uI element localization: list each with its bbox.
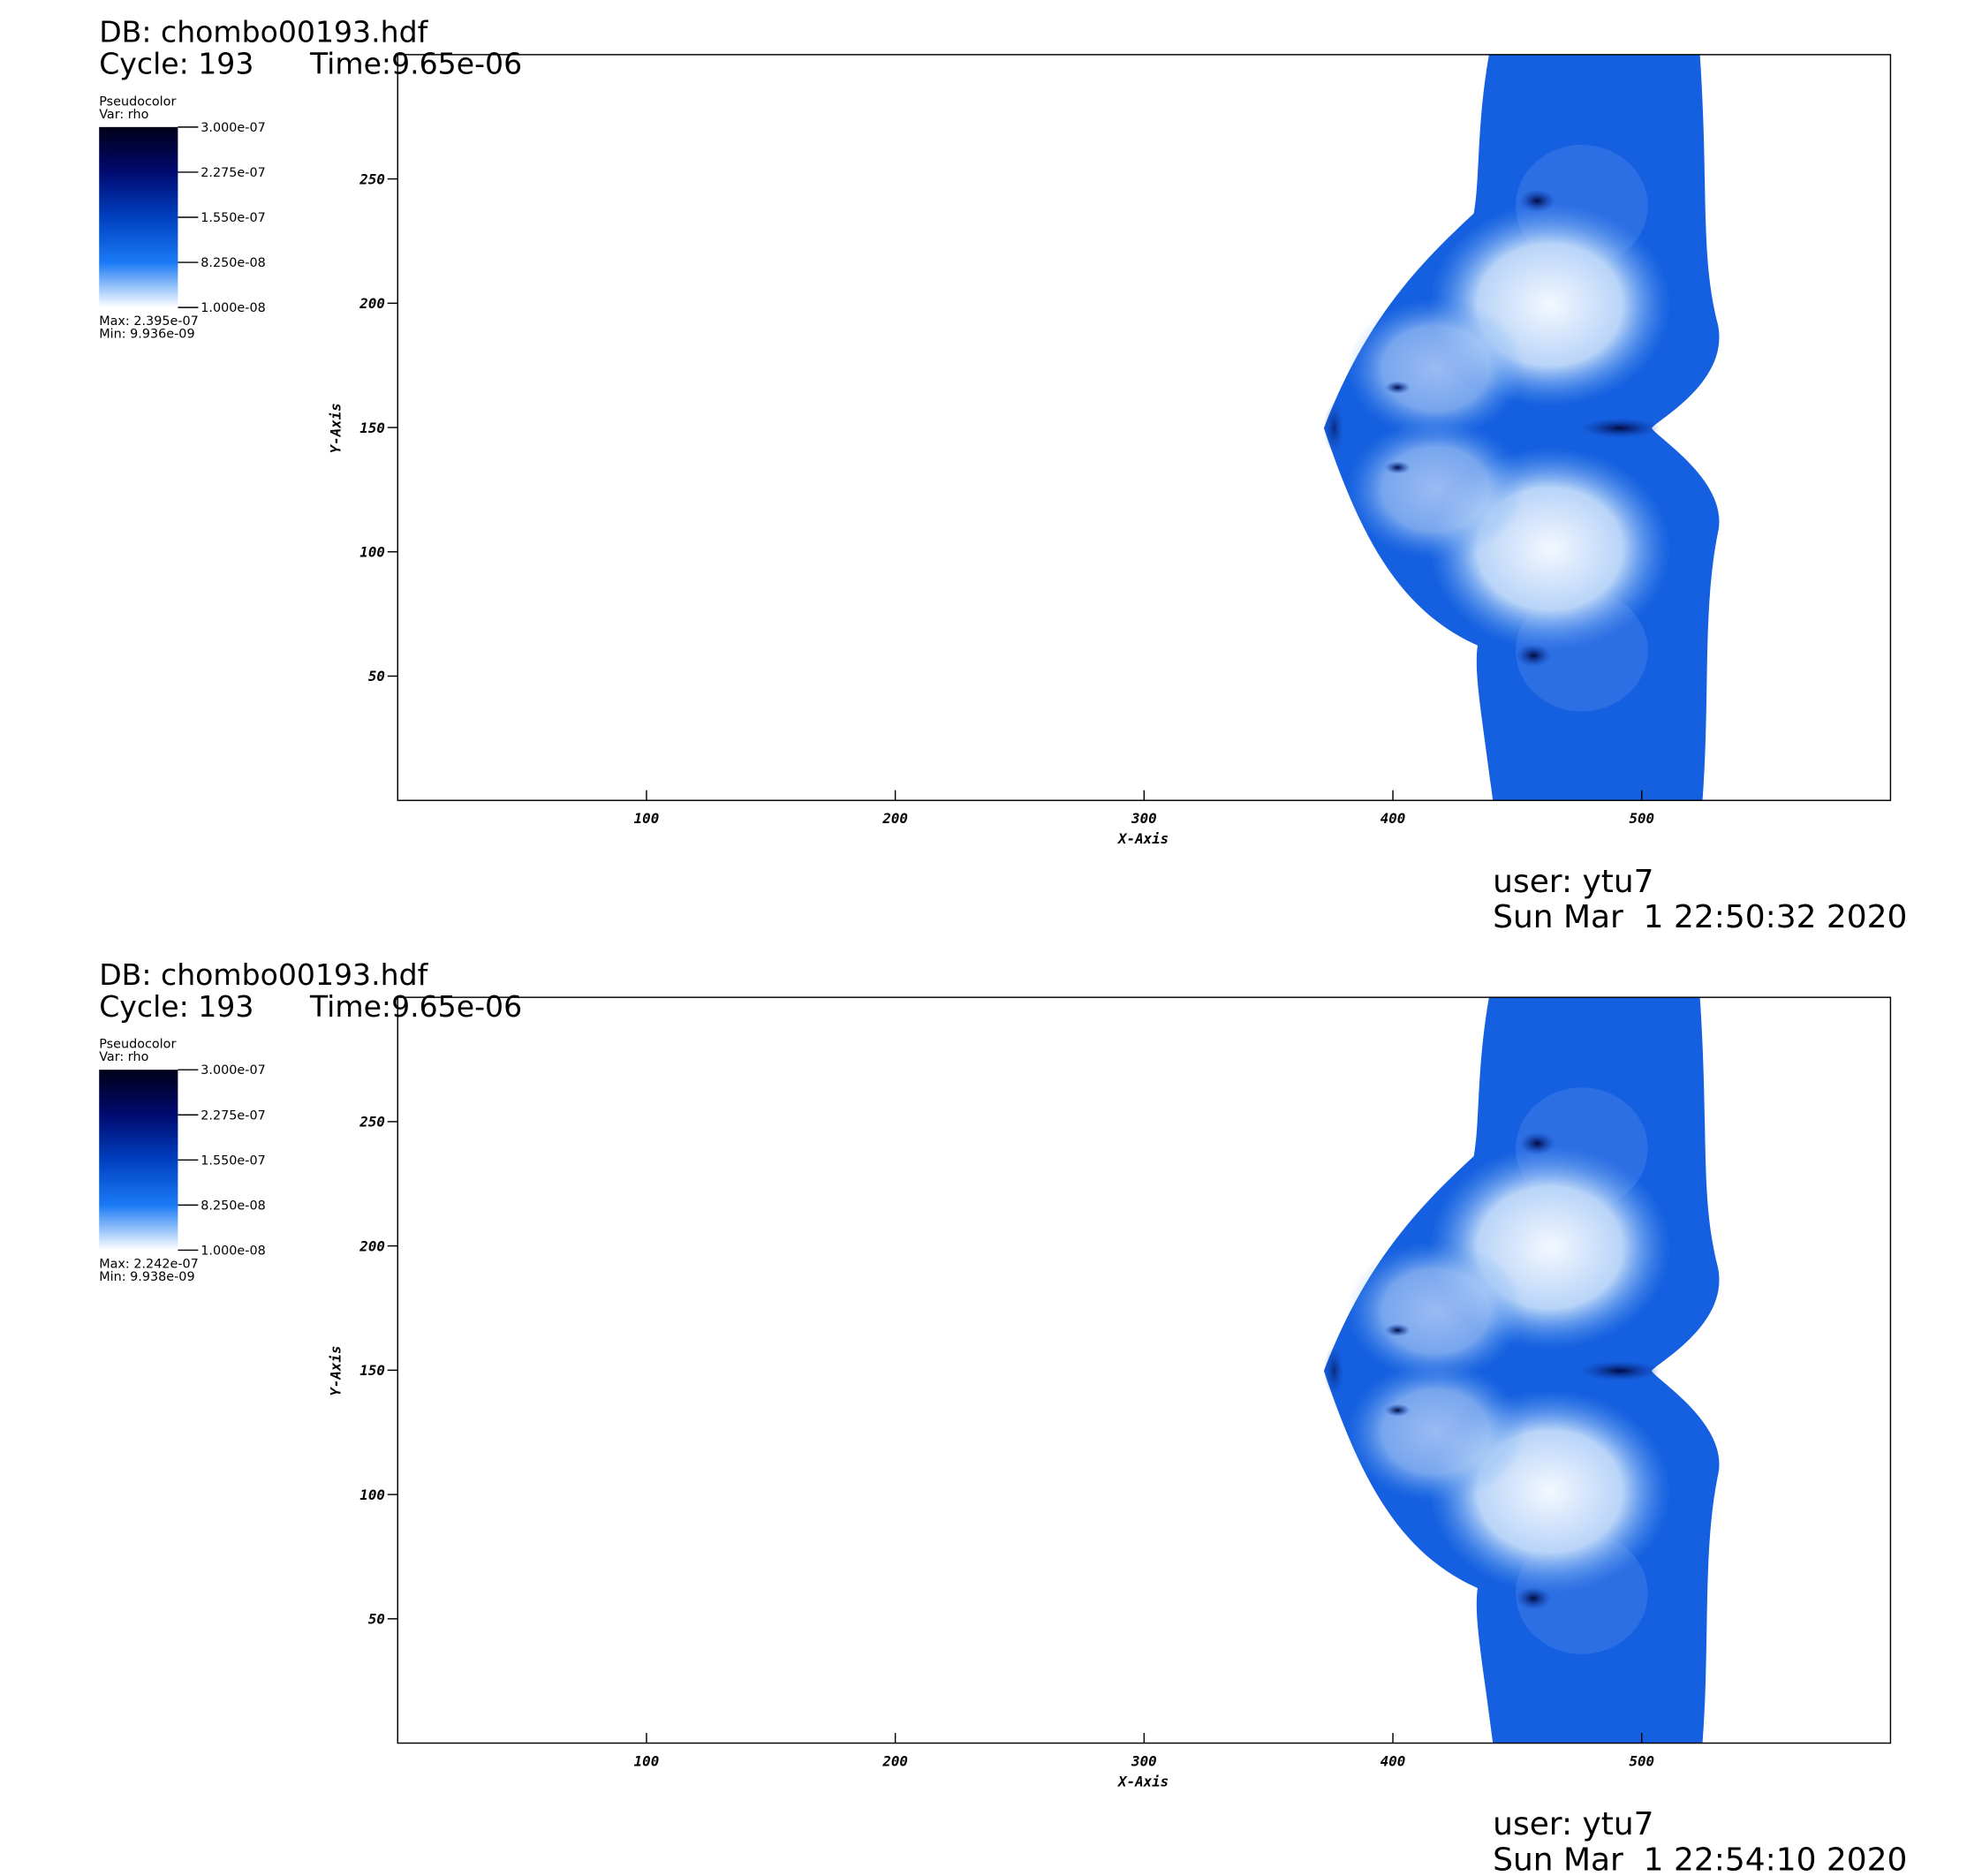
colorbar-tick-label: 1.000e-08	[200, 1244, 265, 1258]
colorbar-tick-label: 2.275e-07	[200, 1108, 265, 1123]
x-tick-label: 300	[1131, 810, 1157, 827]
legend-title: Pseudocolor	[99, 95, 176, 109]
x-tick-label: 300	[1131, 1752, 1157, 1769]
colorbar	[99, 1070, 178, 1251]
colorbar-tick-label: 2.275e-07	[200, 166, 265, 180]
x-tick-label: 500	[1629, 810, 1654, 827]
legend-variable: Var: rho	[99, 1050, 148, 1064]
colorbar-tick-label: 8.250e-08	[200, 1199, 265, 1213]
colorbar	[99, 126, 178, 308]
y-tick-label: 200	[359, 1237, 385, 1254]
y-tick-label: 250	[359, 170, 385, 187]
time: Time:9.65e-06	[309, 46, 522, 80]
y-axis-title: Y-Axis	[328, 1346, 344, 1396]
date: Sun Mar 1 22:50:32 2020	[1493, 899, 1907, 935]
colorbar-tick-label: 1.550e-07	[200, 1154, 265, 1168]
x-tick-label: 400	[1381, 810, 1406, 827]
max-label: Max: 2.395e-07	[99, 314, 199, 329]
user: user: ytu7	[1493, 864, 1653, 900]
y-tick-label: 200	[359, 295, 385, 312]
x-tick-label: 200	[881, 1752, 908, 1769]
y-tick-label: 50	[368, 1611, 385, 1628]
x-tick-label: 400	[1381, 1752, 1406, 1769]
cycle: Cycle: 193	[99, 989, 253, 1024]
cycle: Cycle: 193	[99, 46, 253, 80]
field-image	[1324, 997, 1720, 1743]
y-tick-label: 100	[359, 544, 385, 561]
x-tick-label: 500	[1629, 1752, 1654, 1769]
y-tick-label: 150	[359, 1362, 385, 1379]
colorbar-tick-label: 1.550e-07	[200, 211, 265, 225]
x-tick-label: 200	[881, 810, 908, 827]
min-label: Min: 9.938e-09	[99, 1270, 194, 1284]
time: Time:9.65e-06	[309, 989, 522, 1024]
x-tick-label: 100	[634, 810, 660, 827]
date: Sun Mar 1 22:54:10 2020	[1493, 1842, 1907, 1876]
x-axis-title: X-Axis	[1116, 830, 1169, 847]
max-label: Max: 2.242e-07	[99, 1258, 199, 1272]
y-tick-label: 250	[359, 1114, 385, 1131]
legend-variable: Var: rho	[99, 108, 148, 122]
y-tick-label: 100	[359, 1486, 385, 1503]
y-axis-title: Y-Axis	[328, 403, 344, 453]
user: user: ytu7	[1493, 1806, 1653, 1842]
colorbar-tick-label: 3.000e-07	[200, 121, 265, 135]
db-title: DB: chombo00193.hdf	[99, 14, 428, 49]
y-tick-label: 150	[359, 420, 385, 436]
legend-title: Pseudocolor	[99, 1038, 176, 1052]
db-title: DB: chombo00193.hdf	[99, 957, 428, 992]
x-tick-label: 100	[634, 1752, 660, 1769]
x-axis-title: X-Axis	[1116, 1773, 1169, 1789]
colorbar-tick-label: 8.250e-08	[200, 256, 265, 270]
field-image	[1324, 55, 1720, 800]
colorbar-tick-label: 3.000e-07	[200, 1063, 265, 1078]
y-tick-label: 50	[368, 668, 385, 685]
min-label: Min: 9.936e-09	[99, 328, 194, 342]
colorbar-tick-label: 1.000e-08	[200, 301, 265, 315]
